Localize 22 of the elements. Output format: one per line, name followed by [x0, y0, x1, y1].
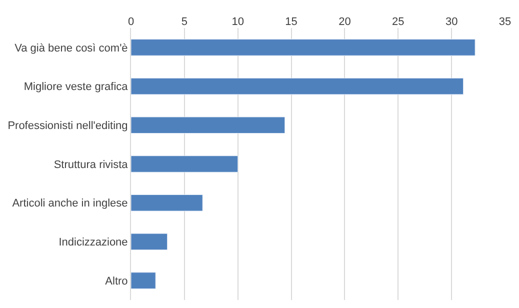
bar [131, 272, 156, 289]
y-tick-label: Struttura rivista [54, 158, 129, 171]
y-tick-label: Articoli anche in inglese [12, 198, 128, 210]
bar [131, 156, 238, 172]
x-tick-label: 10 [232, 16, 244, 28]
y-tick-label: Professionisti nell'editing [8, 120, 128, 132]
bar [131, 116, 286, 134]
bar [131, 78, 464, 95]
y-tick-label: Indicizzazione [58, 236, 128, 249]
y-tick-label: Migliore veste grafica [24, 81, 129, 94]
x-tick-label: 15 [285, 16, 298, 28]
y-tick-label: Altro [105, 275, 128, 288]
bar [131, 194, 203, 212]
y-tick-label: Va già bene così com'è [14, 42, 128, 54]
x-tick-label: 35 [498, 16, 512, 28]
bar [131, 233, 168, 250]
x-tick-label: 0 [128, 16, 134, 28]
x-tick-label: 20 [338, 16, 351, 28]
x-tick-label: 25 [392, 16, 404, 28]
x-tick-label: 5 [181, 16, 188, 28]
bar [131, 39, 476, 56]
x-tick-label: 30 [445, 16, 458, 28]
